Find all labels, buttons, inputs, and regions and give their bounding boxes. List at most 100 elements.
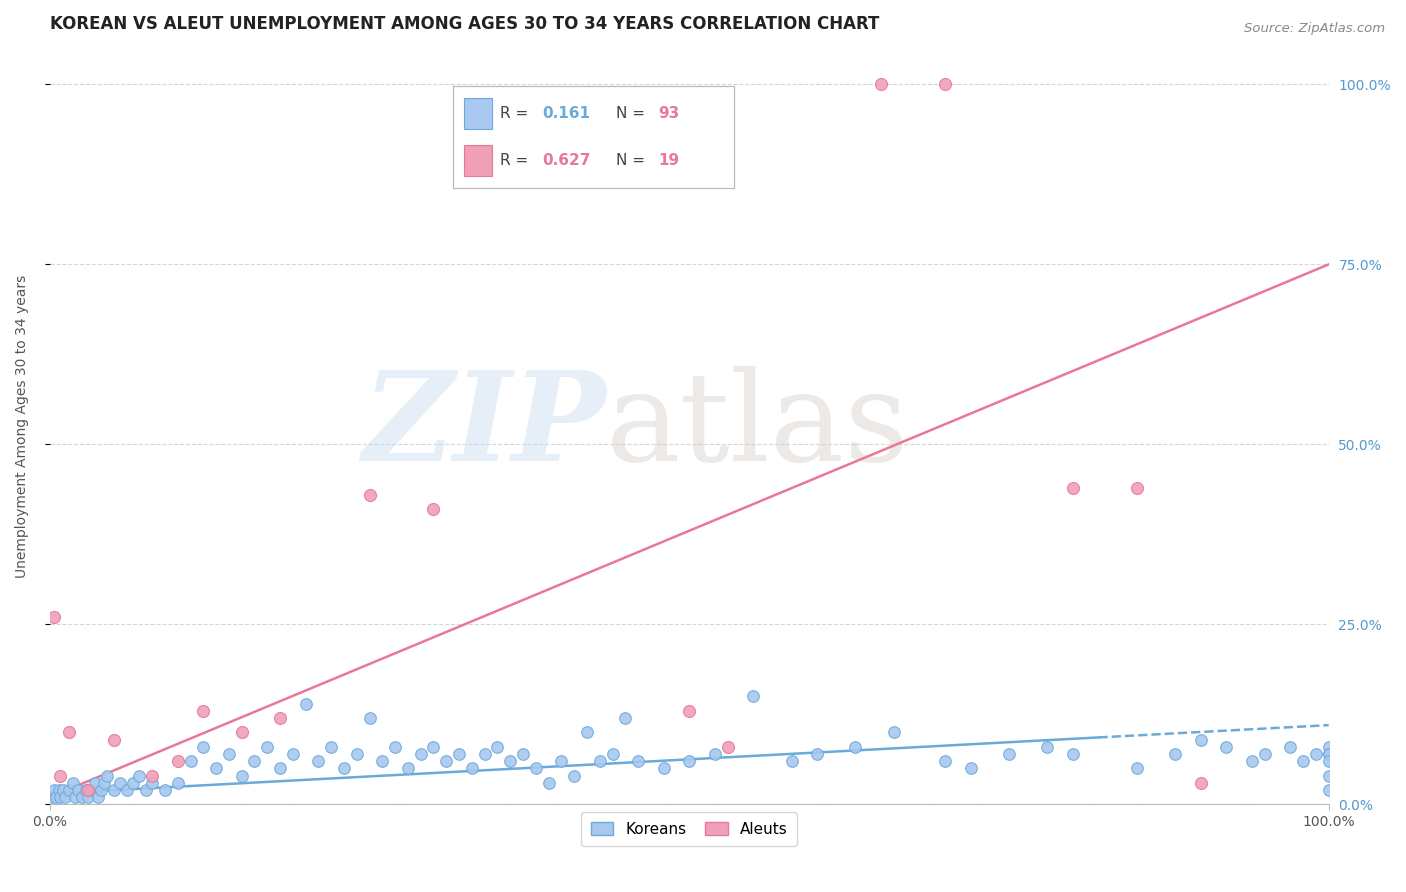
Point [1317,783,1340,797]
Point [256,739,278,754]
Point [780,754,803,768]
Point [231,768,253,782]
Point [1240,754,1263,768]
Point [66,783,89,797]
Point [512,747,534,761]
Point [1254,747,1277,761]
Point [48,783,70,797]
Point [103,732,125,747]
Point [141,768,163,782]
Point [461,761,484,775]
Point [806,747,828,761]
Point [602,747,624,761]
Point [1126,761,1149,775]
Text: ZIP: ZIP [363,366,606,487]
Point [321,739,343,754]
Point [1062,747,1084,761]
Point [49,768,72,782]
Point [396,761,419,775]
Point [359,711,381,725]
Point [166,775,188,789]
Point [53,790,76,805]
Point [58,783,80,797]
Y-axis label: Unemployment Among Ages 30 to 34 years: Unemployment Among Ages 30 to 34 years [15,275,30,578]
Point [108,775,131,789]
Point [80,783,103,797]
Point [934,78,956,92]
Point [1317,747,1340,761]
Point [870,78,893,92]
Point [550,754,572,768]
Point [1036,739,1059,754]
Point [42,610,65,624]
Point [384,739,406,754]
Point [844,739,866,754]
Point [205,761,228,775]
Point [231,725,253,739]
Point [627,754,650,768]
Point [1305,747,1327,761]
Point [589,754,612,768]
Point [62,775,84,789]
Point [422,739,444,754]
Point [96,768,118,782]
Point [499,754,522,768]
Point [103,783,125,797]
Point [90,783,112,797]
Point [524,761,547,775]
Point [122,775,145,789]
Point [575,725,598,739]
Point [883,725,905,739]
Point [75,783,97,797]
Point [486,739,509,754]
Point [83,775,105,789]
Point [193,704,215,718]
Point [614,711,637,725]
Point [153,783,176,797]
Point [678,704,700,718]
Point [447,747,470,761]
Point [998,747,1021,761]
Point [1317,754,1340,768]
Point [269,711,291,725]
Point [281,747,304,761]
Point [70,790,93,805]
Point [742,690,765,704]
Point [371,754,394,768]
Point [703,747,725,761]
Point [1189,732,1212,747]
Point [58,725,80,739]
Text: atlas: atlas [606,366,910,487]
Point [652,761,675,775]
Point [434,754,457,768]
Point [52,783,75,797]
Point [1164,747,1187,761]
Point [1279,739,1302,754]
Point [179,754,201,768]
Point [128,768,150,782]
Point [269,761,291,775]
Point [87,790,110,805]
Point [474,747,496,761]
Point [717,739,740,754]
Point [193,739,215,754]
Point [1317,739,1340,754]
Point [141,775,163,789]
Point [65,790,87,805]
Point [41,790,63,805]
Point [77,783,100,797]
Point [1215,739,1237,754]
Point [42,783,65,797]
Point [1126,481,1149,495]
Point [1189,775,1212,789]
Point [45,790,67,805]
Point [1062,481,1084,495]
Text: KOREAN VS ALEUT UNEMPLOYMENT AMONG AGES 30 TO 34 YEARS CORRELATION CHART: KOREAN VS ALEUT UNEMPLOYMENT AMONG AGES … [49,15,879,33]
Point [1317,768,1340,782]
Point [1317,747,1340,761]
Point [294,697,316,711]
Point [166,754,188,768]
Point [49,790,72,805]
Point [307,754,329,768]
Point [346,747,368,761]
